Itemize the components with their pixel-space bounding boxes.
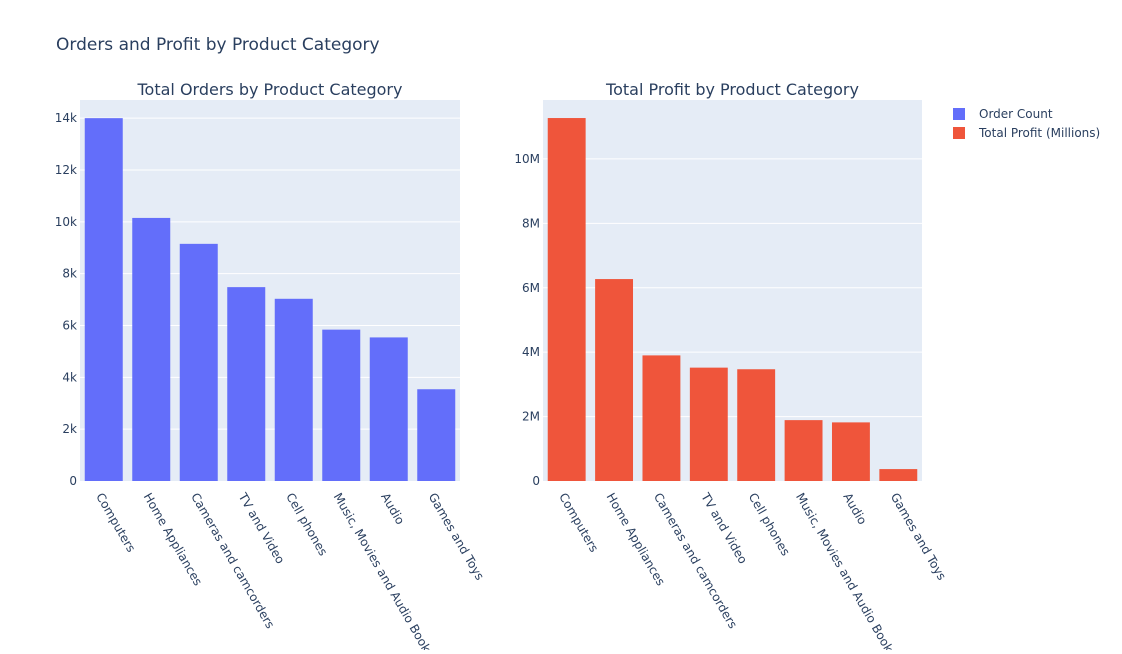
legend-swatch [953,127,965,139]
y-tick-label: 2M [522,410,540,424]
x-tick-label: Computers [556,491,601,555]
y-tick-label: 10k [55,215,77,229]
legend-label: Order Count [979,107,1053,121]
x-tick-label: Games and Toys [426,491,487,583]
x-tick-label: Audio [378,491,407,528]
y-tick-label: 0 [69,474,77,488]
x-tick-label: TV and Video [235,490,287,567]
y-tick-label: 6k [62,318,77,332]
y-tick-label: 10M [514,152,540,166]
bar[interactable] [879,469,918,481]
bar[interactable] [84,118,123,482]
bar[interactable] [179,243,218,481]
bar[interactable] [369,337,408,481]
bar[interactable] [689,367,728,481]
x-tick-label: Cameras and camcorders [188,491,277,631]
subplot-title: Total Profit by Product Category [605,80,859,99]
y-tick-label: 0 [532,474,540,488]
y-tick-label: 4M [522,345,540,359]
y-tick-label: 2k [62,422,77,436]
y-tick-label: 6M [522,281,540,295]
bar[interactable] [737,369,776,481]
y-tick-label: 12k [55,163,77,177]
y-tick-label: 8M [522,216,540,230]
y-tick-label: 14k [55,111,77,125]
bar[interactable] [831,422,870,481]
bar[interactable] [417,389,456,481]
figure-title: Orders and Profit by Product Category [56,35,380,55]
legend[interactable]: Order Count Total Profit (Millions) [953,107,1100,140]
y-tick-label: 4k [62,370,77,384]
legend-label: Total Profit (Millions) [978,126,1100,140]
legend-item[interactable]: Total Profit (Millions) [953,126,1100,140]
x-tick-label: Games and Toys [888,491,949,583]
bar[interactable] [547,118,586,482]
bar[interactable] [227,287,266,481]
bar[interactable] [322,329,361,481]
x-tick-label: Music, Movies and Audio Books [793,491,899,651]
bar[interactable] [132,217,171,481]
bar[interactable] [784,420,823,481]
legend-item[interactable]: Order Count [953,107,1053,121]
y-tick-label: 8k [62,267,77,281]
legend-swatch [953,108,965,120]
x-tick-label: Audio [840,491,869,528]
x-tick-label: Cell phones [283,491,330,559]
x-tick-label: Cameras and camcorders [651,491,740,631]
bar[interactable] [642,355,681,481]
x-tick-label: Music, Movies and Audio Books [331,491,437,651]
bar[interactable] [274,298,313,481]
bar[interactable] [595,279,634,481]
x-tick-label: TV and Video [698,490,750,567]
x-tick-label: Cell phones [746,491,793,559]
subplot-title: Total Orders by Product Category [137,80,403,99]
x-tick-label: Computers [93,491,138,555]
